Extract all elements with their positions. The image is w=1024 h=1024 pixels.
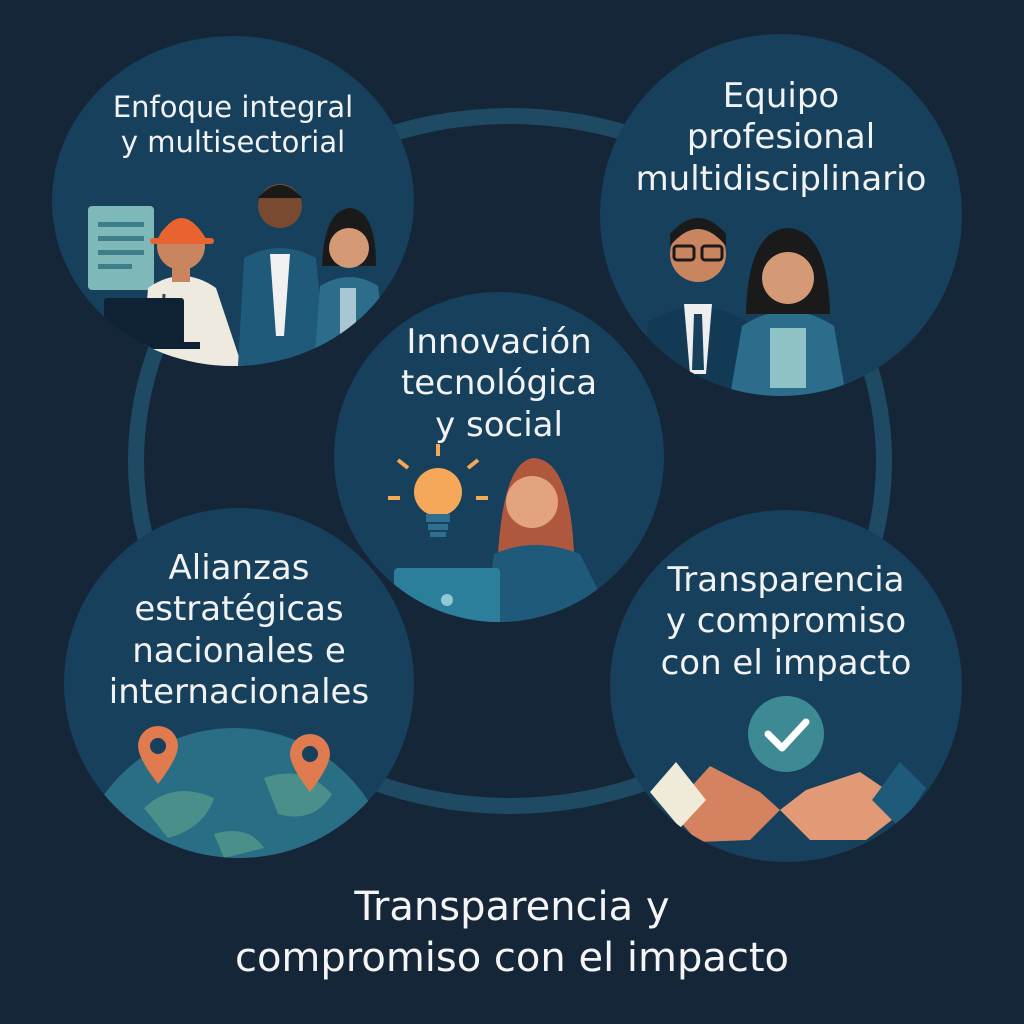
node-title: Transparencia y compromiso con el impact…: [660, 560, 912, 683]
woman-figure: [314, 208, 388, 366]
handshake-icon: [650, 762, 926, 842]
circle-equipo-profesional: Equipo profesional multidisciplinario: [600, 34, 962, 396]
map-pin-icon: [138, 726, 178, 784]
laptop-icon: [394, 568, 500, 622]
man-figure: [238, 184, 326, 366]
lightbulb-icon: [388, 444, 488, 537]
globe-icon: [76, 728, 392, 858]
footer-title: Transparencia y compromiso con el impact…: [234, 884, 790, 982]
node-title: Alianzas estratégicas nacionales e inter…: [108, 548, 370, 713]
check-icon: [748, 696, 824, 772]
team-illustration: [640, 218, 846, 396]
circle-innovacion: Innovación tecnológica y social: [334, 292, 664, 622]
innovation-illustration: [388, 444, 614, 622]
circle-alianzas: Alianzas estratégicas nacionales e inter…: [64, 508, 414, 858]
laptop-icon: [92, 298, 200, 349]
woman-figure: [484, 458, 614, 622]
hard-hat-icon: [156, 218, 208, 242]
circle-enfoque-integral: Enfoque integral y multisectorial: [52, 36, 414, 366]
handshake-illustration: [650, 696, 926, 842]
man-with-glasses-figure: [640, 218, 758, 396]
node-title: Innovación tecnológica y social: [400, 322, 598, 445]
node-title: Enfoque integral y multisectorial: [112, 90, 354, 160]
document-icon: [88, 206, 154, 290]
map-pin-icon: [290, 734, 330, 792]
team-illustration: [88, 184, 388, 366]
node-title: Equipo profesional multidisciplinario: [635, 76, 927, 199]
woman-figure: [730, 228, 846, 396]
circle-transparencia: Transparencia y compromiso con el impact…: [610, 510, 962, 862]
globe-illustration: [76, 726, 392, 858]
